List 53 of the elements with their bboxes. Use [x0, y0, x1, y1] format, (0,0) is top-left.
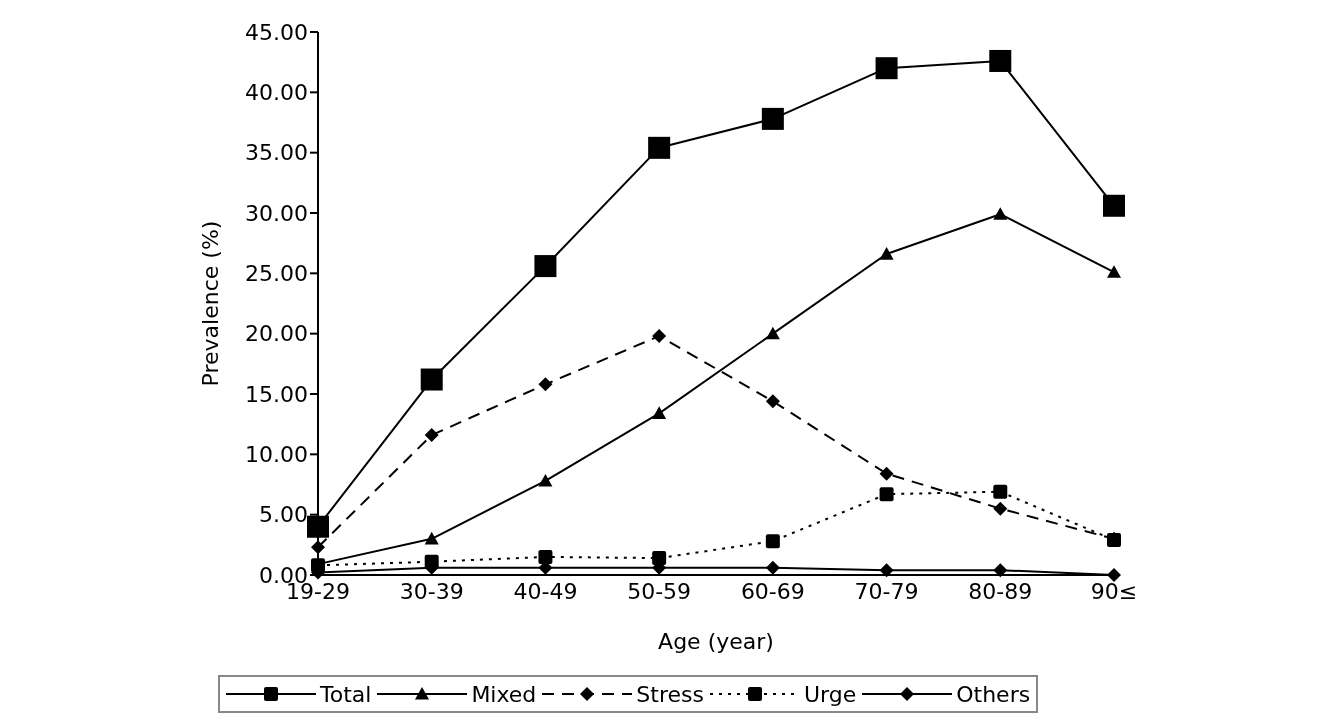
point — [652, 406, 667, 419]
point — [424, 428, 439, 443]
legend-label: Mixed — [471, 681, 537, 707]
x-tick-label: 70-79 — [854, 578, 919, 604]
point — [879, 247, 894, 260]
point — [311, 540, 325, 555]
point — [993, 563, 1008, 578]
x-tick-label: 40-49 — [513, 578, 578, 604]
point — [424, 531, 439, 545]
point — [538, 473, 553, 487]
y-tick-label: 5.00 — [259, 502, 308, 528]
point — [989, 49, 1012, 72]
point — [879, 563, 894, 578]
legend-label: Urge — [803, 681, 857, 707]
point — [765, 326, 780, 340]
point — [534, 255, 557, 278]
y-tick-label: 35.00 — [245, 140, 308, 166]
x-tick-label: 90≤ — [1090, 578, 1138, 604]
x-tick-label: 60-69 — [740, 578, 805, 604]
point — [879, 487, 894, 502]
y-tick-label: 15.00 — [245, 381, 308, 407]
y-tick-label: 45.00 — [245, 19, 308, 45]
point — [879, 466, 894, 481]
point — [993, 501, 1008, 516]
legend-label: Others — [956, 681, 1031, 707]
point — [993, 207, 1008, 220]
point — [765, 394, 780, 409]
y-tick-label: 20.00 — [245, 321, 308, 347]
x-axis-title: Age (year) — [658, 628, 774, 654]
point — [765, 534, 780, 549]
point — [1107, 568, 1121, 582]
point — [307, 515, 329, 538]
point — [1107, 265, 1121, 278]
point — [761, 107, 784, 130]
point — [648, 136, 671, 159]
point — [652, 329, 667, 344]
point — [538, 377, 553, 392]
legend-label: Stress — [636, 681, 704, 707]
legend-label: Total — [320, 681, 372, 707]
point — [538, 549, 553, 564]
y-tick-label: 40.00 — [245, 80, 308, 106]
y-tick-label: 10.00 — [245, 442, 308, 468]
x-tick-label: 80-89 — [968, 578, 1033, 604]
y-axis-title: Prevalence (%) — [197, 220, 223, 387]
x-tick-label: 50-59 — [627, 578, 692, 604]
y-tick-label: 25.00 — [245, 261, 308, 287]
point — [420, 368, 443, 391]
y-tick-label: 30.00 — [245, 200, 308, 226]
x-tick-label: 30-39 — [399, 578, 464, 604]
point — [993, 484, 1008, 499]
point — [765, 560, 780, 575]
point — [1103, 194, 1125, 217]
point — [875, 57, 898, 80]
